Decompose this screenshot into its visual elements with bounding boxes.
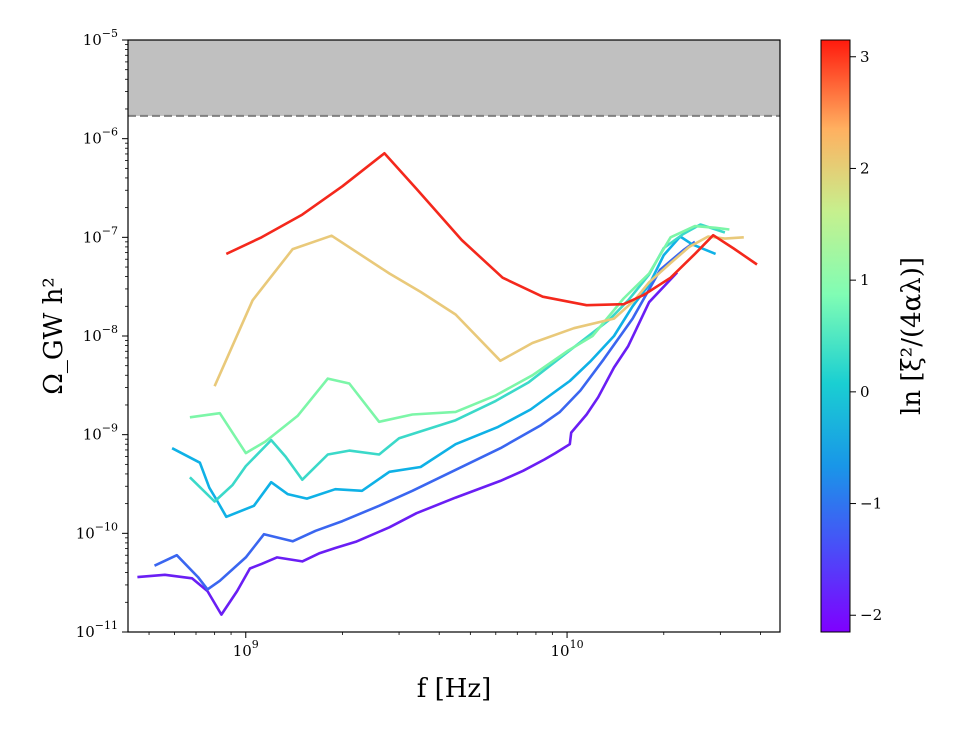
plot-area: 10−11 10−10 10−9 10−8 10−7 10−6 10−5 109 1010 (76, 27, 781, 660)
colorbar-tick-label: 0 (860, 383, 870, 401)
series-lines (137, 152, 758, 616)
y-tick-label: 10−7 (83, 224, 118, 246)
colorbar-ticks: −2 −1 0 1 2 3 (850, 48, 882, 624)
colorbar-tick-label: 1 (860, 271, 870, 289)
y-tick-label: 10−9 (83, 422, 118, 444)
series-line-7 (225, 152, 758, 307)
plot-frame (127, 39, 781, 633)
y-tick-label: 10−11 (76, 619, 118, 641)
colorbar-title: ln [ξ²/(4αλ)] (897, 257, 927, 415)
y-tick-label: 10−10 (76, 520, 118, 542)
series-line-5 (189, 224, 730, 455)
colorbar-tick-label: 2 (860, 159, 870, 177)
series-line-1 (137, 271, 679, 616)
y-tick-label: 10−6 (83, 126, 118, 148)
x-tick-label: 1010 (551, 638, 584, 660)
colorbar-tick-label: 3 (860, 48, 870, 66)
series-line-6 (213, 234, 744, 387)
colorbar-tick-label: −1 (860, 495, 882, 513)
series-line-4 (188, 223, 726, 503)
x-axis-title: f [Hz] (417, 674, 492, 704)
colorbar-tick-label: −2 (860, 606, 882, 624)
y-axis-title: Ω_GW h² (39, 277, 69, 394)
series-line-3 (171, 235, 717, 519)
y-tick-label: 10−8 (83, 323, 118, 345)
y-tick-label: 10−5 (83, 27, 118, 49)
series-line-2 (153, 240, 696, 591)
colorbar: −2 −1 0 1 2 3 ln [ξ²/(4αλ)] (820, 39, 927, 633)
x-tick-label: 109 (233, 638, 259, 660)
axis-ticks: 10−11 10−10 10−9 10−8 10−7 10−6 10−5 109 1010 (76, 27, 761, 660)
colorbar-gradient (820, 39, 851, 633)
excluded-region (128, 40, 780, 116)
